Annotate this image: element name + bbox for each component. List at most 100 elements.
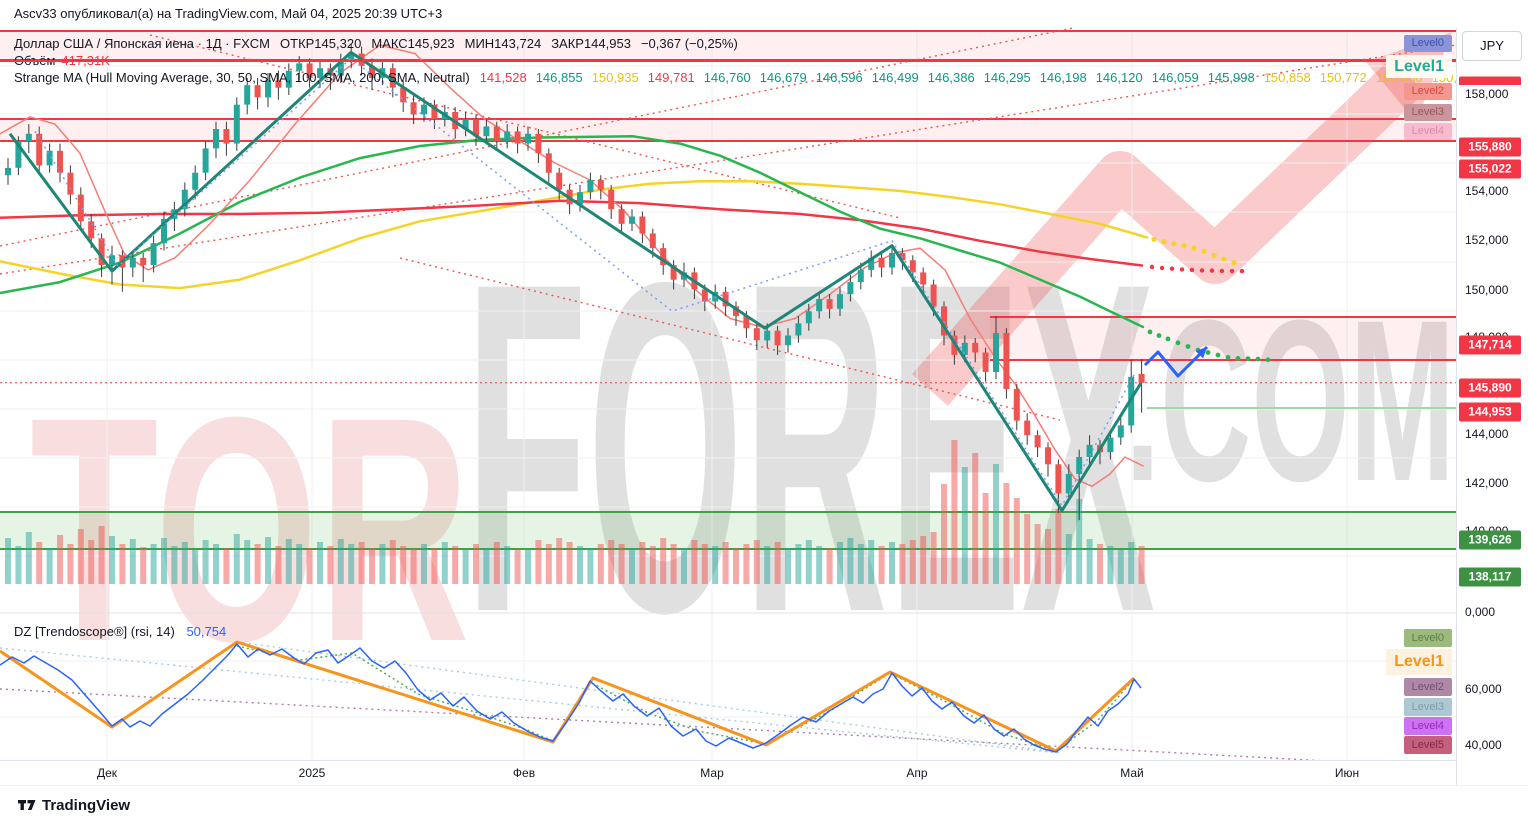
price-chart-canvas[interactable]: TORFOREX.COM: [0, 0, 1456, 785]
candle-body: [431, 104, 438, 120]
candle-body: [774, 330, 781, 346]
volume-bar: [951, 440, 958, 584]
price-tick-label: 0,000: [1465, 605, 1496, 619]
volume-bar: [296, 544, 303, 584]
volume-bar: [233, 534, 240, 584]
price-tick-label: 150,000: [1465, 283, 1509, 297]
ma-projection-dot-green: [1147, 329, 1153, 335]
candle-body: [369, 65, 375, 78]
ma-projection-dot-green: [1185, 344, 1191, 349]
volume-bar: [1076, 499, 1083, 584]
indicator-green-dotted: [236, 645, 1135, 752]
level-label: Level1: [1386, 649, 1452, 675]
candle-body: [244, 85, 251, 105]
candle-body: [192, 172, 199, 190]
ma-projection-dot-yellow: [1161, 238, 1167, 245]
volume-bar: [847, 538, 854, 584]
ma-projection-dot-red: [1179, 267, 1185, 272]
currency-button[interactable]: JPY: [1462, 31, 1522, 61]
level-label: Level3: [1403, 104, 1452, 121]
forecast-arrow-head: [1195, 347, 1207, 359]
ma-value: 150,935: [591, 70, 639, 85]
ma-line-sma50: [0, 135, 1145, 329]
ma-value: 146,198: [1039, 70, 1087, 85]
volume-bar: [597, 544, 604, 584]
indicator-value: 50,754: [186, 624, 227, 639]
time-tick-label: 2025: [298, 766, 326, 780]
volume-bar: [608, 540, 615, 584]
candle-body: [889, 252, 895, 268]
volume-bar: [525, 549, 531, 584]
candle-body: [1086, 444, 1093, 457]
volume-bar: [514, 549, 521, 584]
volume-bar: [535, 540, 542, 584]
tradingview-logo[interactable]: TradingView: [18, 796, 130, 814]
volume-bar: [98, 526, 105, 584]
volume-bar: [941, 484, 947, 584]
volume-bar: [275, 546, 282, 584]
ma-projection-dot-red: [1239, 268, 1245, 274]
volume-bar: [202, 540, 209, 584]
ma-projection-dot-red: [1159, 265, 1165, 271]
time-axis[interactable]: Дек 2025 Фев Мар Апр Май Июн: [0, 760, 1456, 786]
ma-projection-dot-yellow: [1171, 241, 1177, 247]
volume-bar: [244, 540, 251, 584]
candle-body: [920, 272, 927, 285]
volume-bar: [993, 464, 999, 584]
volume-bar: [473, 544, 479, 584]
candle-body: [868, 257, 875, 270]
ma-projection-dot-yellow: [1221, 256, 1227, 262]
symbol-legend-row[interactable]: Доллар США / Японская иена · 1Д · FXCM ОТ…: [14, 35, 1528, 52]
volume-bar: [1003, 483, 1010, 584]
volume-bar: [337, 539, 344, 584]
zigzag-line[interactable]: [8, 50, 1143, 512]
volume-bar: [577, 546, 583, 584]
candle-body: [930, 284, 937, 307]
publish-byline: Ascv33 опубликовал(а) на TradingView.com…: [14, 6, 443, 21]
time-tick-label: Мар: [700, 766, 724, 780]
candle-body: [275, 80, 282, 88]
forecast-arrow[interactable]: [1143, 345, 1209, 378]
volume-bar: [826, 548, 833, 584]
price-sticker: 155,880: [1459, 137, 1521, 157]
time-tick-label: Фев: [512, 766, 536, 780]
candle-body: [36, 133, 43, 166]
price-sticker: 144,953: [1459, 402, 1521, 422]
volume-bar: [421, 544, 427, 584]
svg-text:.COM: .COM: [1125, 272, 1455, 529]
ma-projection-dot-green: [1156, 333, 1162, 338]
volume-bar: [629, 548, 635, 584]
indicator-zigzag-line[interactable]: [0, 640, 1136, 753]
volume-bar: [493, 542, 500, 584]
candle-body: [129, 257, 136, 268]
ma-projection-dot-red: [1219, 268, 1225, 274]
volume-bar: [868, 540, 875, 584]
candle-body: [109, 255, 115, 265]
candle-body: [389, 68, 396, 88]
candle-body: [660, 248, 667, 266]
price-sticker: 155,022: [1459, 159, 1521, 179]
price-axis[interactable]: JPY 155,880 155,022 147,714 145,890 144,953 1…: [1456, 28, 1528, 785]
dotted-trendline[interactable]: [149, 34, 901, 219]
volume-bar: [358, 542, 365, 584]
volume-bar: [1045, 529, 1051, 584]
volume-bar: [753, 540, 760, 584]
volume-bar: [899, 544, 906, 584]
ma-value: 146,386: [927, 70, 975, 85]
candle-body: [223, 129, 230, 144]
candle-body: [733, 306, 739, 317]
candle-body: [837, 294, 843, 309]
indicator-legend-row[interactable]: DZ [Trendoscope®] (rsi, 14) 50,754: [14, 624, 226, 639]
candle-body: [649, 233, 656, 249]
ma-legend-row[interactable]: Strange MA (Hull Moving Average, 30, 50,…: [14, 69, 1528, 86]
level-label: Level1: [1386, 55, 1452, 78]
candle-body: [88, 221, 95, 239]
volume-bar: [306, 548, 313, 584]
volume-bar: [317, 542, 323, 584]
tradingview-logo-icon: [18, 800, 36, 810]
volume-bar: [88, 540, 95, 584]
candle-body: [618, 209, 625, 224]
chart-legend: Доллар США / Японская иена · 1Д · FXCM ОТ…: [14, 35, 1528, 86]
ma-value: 149,781: [647, 70, 695, 85]
candle-body: [1055, 464, 1062, 494]
